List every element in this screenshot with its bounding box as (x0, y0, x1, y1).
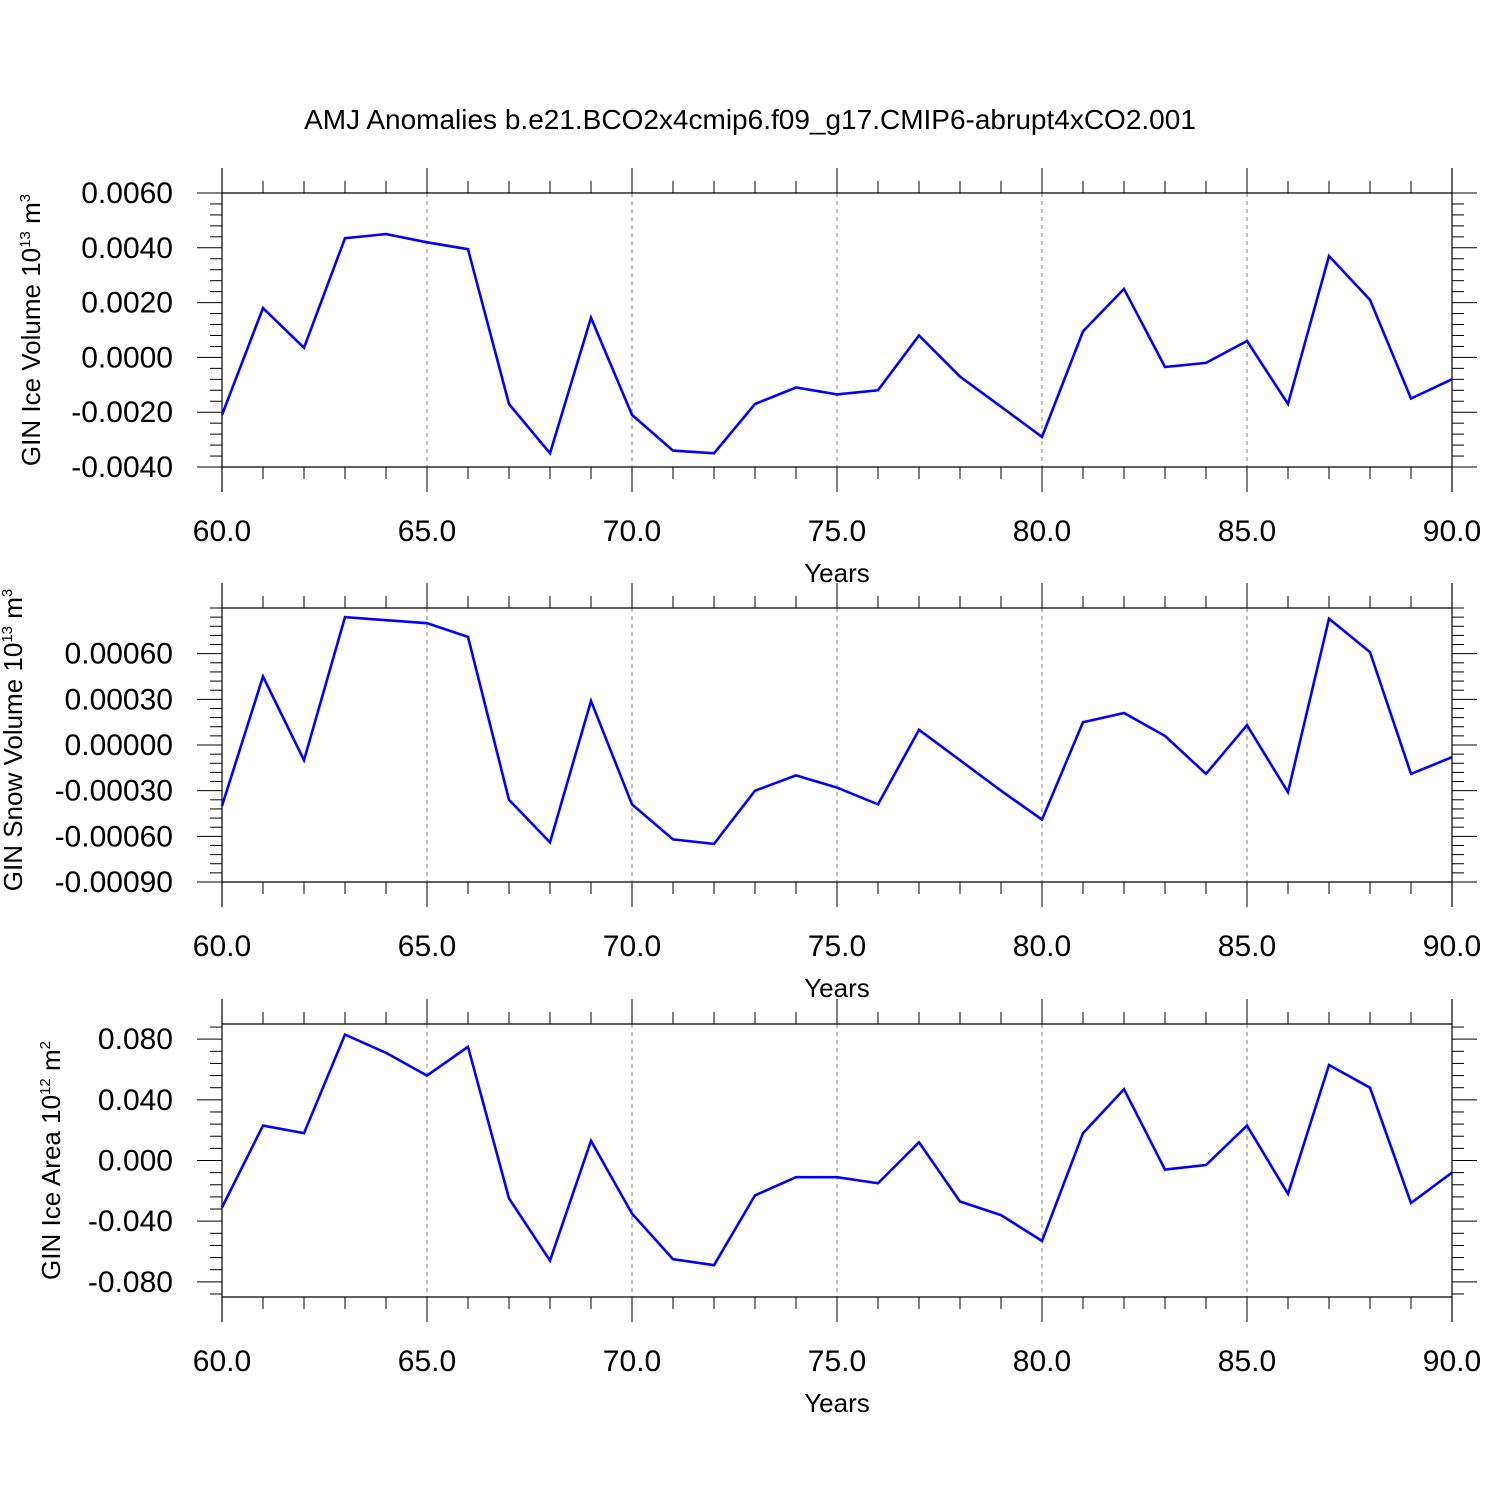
series-line (220, 1032, 1453, 1267)
x-tick-label: 70.0 (603, 930, 661, 963)
y-tick-label: -0.00030 (55, 775, 173, 808)
x-tick-label: 80.0 (1013, 930, 1071, 963)
x-tick-label: 90.0 (1423, 930, 1481, 963)
chart-panel-1: 60.0 65.0 70.0 75.0 80.0 85.0 90.0 -0.0040 -0.00… (16, 168, 1481, 588)
y-axis-label: GIN Snow Volume 1013 m3 (0, 589, 28, 892)
y-tick-label: -0.040 (88, 1205, 173, 1238)
y-axis-label: GIN Ice Area 1012 m2 (36, 1041, 66, 1280)
y-tick-label: 0.00000 (65, 729, 173, 762)
y-tick-label: -0.080 (88, 1266, 173, 1299)
x-tick-label: 75.0 (808, 1345, 866, 1378)
y-tick-label: 0.00030 (65, 683, 173, 716)
series-line (220, 232, 1453, 456)
x-tick-label: 85.0 (1218, 1345, 1276, 1378)
x-tick-label: 65.0 (398, 515, 456, 548)
x-axis-label: Years (804, 973, 870, 1003)
series-line (220, 615, 1453, 846)
y-tick-label: 0.0040 (81, 232, 173, 265)
x-tick-label: 65.0 (398, 930, 456, 963)
chart-panel-3: 60.0 65.0 70.0 75.0 80.0 85.0 90.0 -0.080 -0.040… (36, 999, 1481, 1418)
x-tick-label: 90.0 (1423, 1345, 1481, 1378)
x-tick-label: 60.0 (193, 515, 251, 548)
x-tick-label: 75.0 (808, 515, 866, 548)
x-tick-label: 70.0 (603, 515, 661, 548)
y-tick-label: -0.0040 (71, 451, 173, 484)
y-tick-label: 0.0020 (81, 287, 173, 320)
x-tick-label: 75.0 (808, 930, 866, 963)
y-tick-label: 0.080 (98, 1023, 173, 1056)
x-axis-label: Years (804, 1388, 870, 1418)
x-tick-label: 80.0 (1013, 515, 1071, 548)
x-tick-label: 90.0 (1423, 515, 1481, 548)
chart-panel-2: 60.0 65.0 70.0 75.0 80.0 85.0 90.0 -0.00090 -0.0… (0, 583, 1481, 1003)
y-tick-label: -0.00090 (55, 866, 173, 899)
y-tick-label: -0.00060 (55, 820, 173, 853)
x-tick-label: 85.0 (1218, 930, 1276, 963)
y-tick-label: 0.040 (98, 1084, 173, 1117)
x-tick-label: 80.0 (1013, 1345, 1071, 1378)
x-tick-label: 60.0 (193, 930, 251, 963)
x-tick-label: 60.0 (193, 1345, 251, 1378)
x-tick-label: 85.0 (1218, 515, 1276, 548)
y-tick-label: 0.00060 (65, 638, 173, 671)
figure-title: AMJ Anomalies b.e21.BCO2x4cmip6.f09_g17.… (304, 104, 1196, 135)
y-tick-label: 0.000 (98, 1145, 173, 1178)
y-tick-label: 0.0060 (81, 177, 173, 210)
y-tick-label: -0.0020 (71, 396, 173, 429)
y-tick-label: 0.0000 (81, 341, 173, 374)
y-axis-label: GIN Ice Volume 1013 m3 (16, 194, 46, 466)
x-tick-label: 65.0 (398, 1345, 456, 1378)
x-tick-label: 70.0 (603, 1345, 661, 1378)
